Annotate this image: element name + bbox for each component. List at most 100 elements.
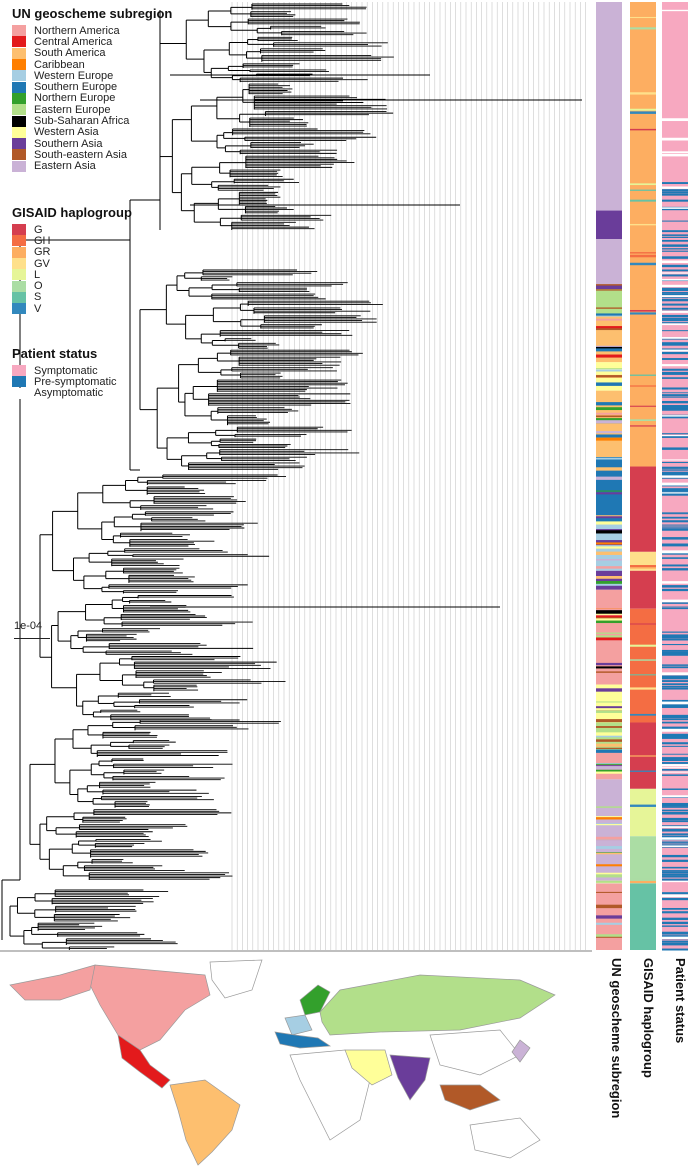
region-stripe [596, 348, 622, 352]
status-stripe-white [662, 364, 688, 367]
status-stripe [662, 738, 688, 739]
legend-item: GV [12, 258, 132, 270]
status-stripe [662, 182, 688, 184]
status-stripe-white [662, 207, 688, 209]
status-stripe [662, 466, 688, 469]
region-stripe [596, 492, 622, 495]
status-stripe [662, 269, 688, 272]
status-stripe [662, 338, 688, 340]
region-stripe [596, 904, 622, 909]
status-stripe [662, 513, 688, 515]
status-stripe [662, 298, 688, 301]
status-stripe [662, 274, 688, 277]
status-stripe [662, 526, 688, 528]
status-stripe [662, 400, 688, 404]
status-stripe-white [662, 771, 688, 773]
region-stripe [596, 354, 622, 358]
region-stripe [596, 284, 622, 287]
region-block [596, 286, 622, 315]
legend-label: Symptomatic [34, 364, 98, 377]
legend-label: Northern Europe [34, 92, 116, 105]
haplogroup-block [630, 570, 656, 609]
status-stripe [662, 191, 688, 194]
status-stripe [662, 918, 688, 920]
legend-item: S [12, 291, 132, 303]
status-stripe [662, 818, 688, 821]
region-stripe [596, 749, 622, 753]
status-stripe [662, 448, 688, 450]
status-stripe [662, 265, 688, 268]
region-stripe [596, 566, 622, 569]
south-eastern-asia-shape [439, 1084, 501, 1111]
australia-shape [469, 1117, 541, 1159]
status-stripe [662, 870, 688, 872]
status-stripe [662, 846, 688, 848]
region-stripe [596, 581, 622, 584]
legend-item: Sub-Saharan Africa [12, 115, 172, 127]
status-stripe [662, 606, 688, 608]
legend-swatch [12, 149, 26, 161]
region-stripe [596, 412, 622, 415]
status-stripe [662, 220, 688, 222]
region-stripe [596, 515, 622, 517]
status-stripe [662, 330, 688, 332]
haplogroup-legend-title: GISAID haplogroup [12, 205, 132, 220]
status-stripe [662, 726, 688, 729]
legend-swatch [12, 70, 26, 82]
haplogroup-stripe [630, 567, 656, 569]
haplogroup-stripe [630, 223, 656, 226]
status-stripe-white [662, 278, 688, 281]
region-block [596, 750, 622, 780]
status-stripe [662, 250, 688, 252]
status-stripe-white [662, 701, 688, 705]
haplogroup-column-label: GISAID haplogroup [641, 958, 656, 1078]
region-stripe [596, 311, 622, 313]
status-stripe [662, 875, 688, 878]
status-stripe [662, 303, 688, 306]
status-stripe [662, 931, 688, 934]
region-stripe [596, 839, 622, 841]
legend-swatch [12, 126, 26, 138]
region-stripe [596, 431, 622, 434]
status-stripe [662, 552, 688, 555]
haplogroup-block [630, 2, 656, 467]
status-stripe [662, 664, 688, 666]
region-stripe [596, 407, 622, 411]
status-stripe [662, 234, 688, 236]
haplogroup-stripe [630, 183, 656, 186]
region-stripe [596, 612, 622, 615]
haplogroup-stripe [630, 602, 656, 605]
legend-swatch [12, 160, 26, 172]
region-stripe [596, 836, 622, 840]
region-stripe [596, 318, 622, 321]
status-stripe [662, 524, 688, 526]
status-stripe [662, 715, 688, 719]
status-stripe [662, 264, 688, 267]
region-stripe [596, 891, 622, 893]
south-america-shape [169, 1079, 241, 1166]
region-stripe [596, 739, 622, 742]
legend-item: Southern Europe [12, 81, 172, 93]
legend-swatch [12, 246, 26, 258]
china-shape [429, 1029, 521, 1076]
status-stripe-white [662, 492, 688, 494]
status-stripe [662, 469, 688, 471]
haplogroup-legend-items: G GH GR GV L O S V [12, 224, 132, 315]
status-stripe-white [662, 767, 688, 769]
status-stripe [662, 828, 688, 831]
status-stripe-white [662, 284, 688, 288]
status-stripe [662, 705, 688, 708]
status-stripe [662, 473, 688, 476]
status-stripe [662, 406, 688, 409]
region-stripe [596, 852, 622, 855]
haplogroup-stripe [630, 374, 656, 376]
haplogroup-block [630, 836, 656, 884]
legend-label: L [34, 268, 41, 281]
region-stripe [596, 618, 622, 621]
status-stripe [662, 371, 688, 374]
region-stripe [596, 326, 622, 329]
status-stripe [662, 236, 688, 238]
status-stripe [662, 516, 688, 519]
legend-swatch [12, 258, 26, 270]
region-stripe [596, 551, 622, 555]
